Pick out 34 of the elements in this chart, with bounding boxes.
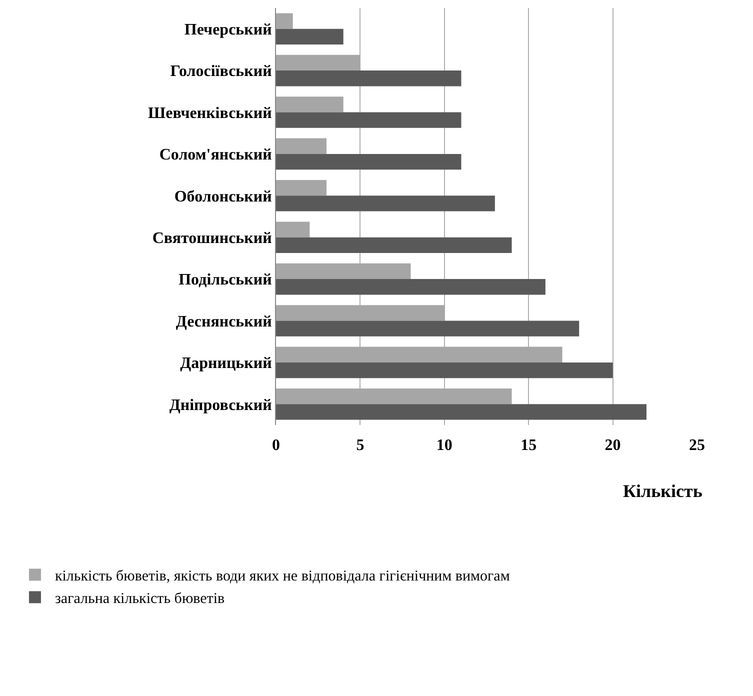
bar — [276, 96, 344, 112]
bar — [276, 196, 495, 212]
y-tick-label: Печерський — [184, 21, 272, 38]
bar — [276, 28, 344, 44]
bar — [276, 154, 462, 170]
y-tick-label: Голосіївський — [170, 63, 272, 80]
bar — [276, 279, 546, 295]
bar — [276, 70, 462, 86]
bar — [276, 222, 310, 238]
y-tick-label: Солом'янський — [159, 146, 272, 164]
y-tick-label: Оболонський — [174, 188, 272, 206]
bar — [276, 13, 293, 29]
bar — [276, 138, 327, 154]
x-tick-label: 5 — [356, 437, 364, 454]
bar — [276, 112, 462, 128]
bar — [276, 180, 327, 196]
y-tick-label: Деснянський — [176, 313, 272, 330]
legend-label: кількість бюветів, якість води яких не відповідала гігієнічним вимогам — [54, 568, 510, 585]
x-tick-label: 25 — [689, 437, 705, 454]
x-tick-label: 10 — [436, 437, 452, 454]
y-tick-label: Дніпровський — [169, 396, 272, 414]
y-tick-label: Подільський — [178, 272, 272, 289]
y-tick-label: Шевченківський — [148, 104, 272, 122]
y-tick-label: Дарницький — [180, 355, 272, 372]
x-tick-label: 15 — [520, 437, 537, 454]
bar — [276, 404, 646, 420]
bar — [276, 320, 580, 336]
x-axis-title: Кількість — [623, 481, 703, 501]
y-tick-label: Святошинський — [152, 230, 272, 247]
x-tick-label: 20 — [604, 437, 621, 454]
legend-label: загальна кількість бюветів — [54, 591, 225, 608]
x-tick-label: 0 — [272, 437, 280, 454]
bar — [276, 237, 512, 253]
bar — [276, 362, 613, 378]
